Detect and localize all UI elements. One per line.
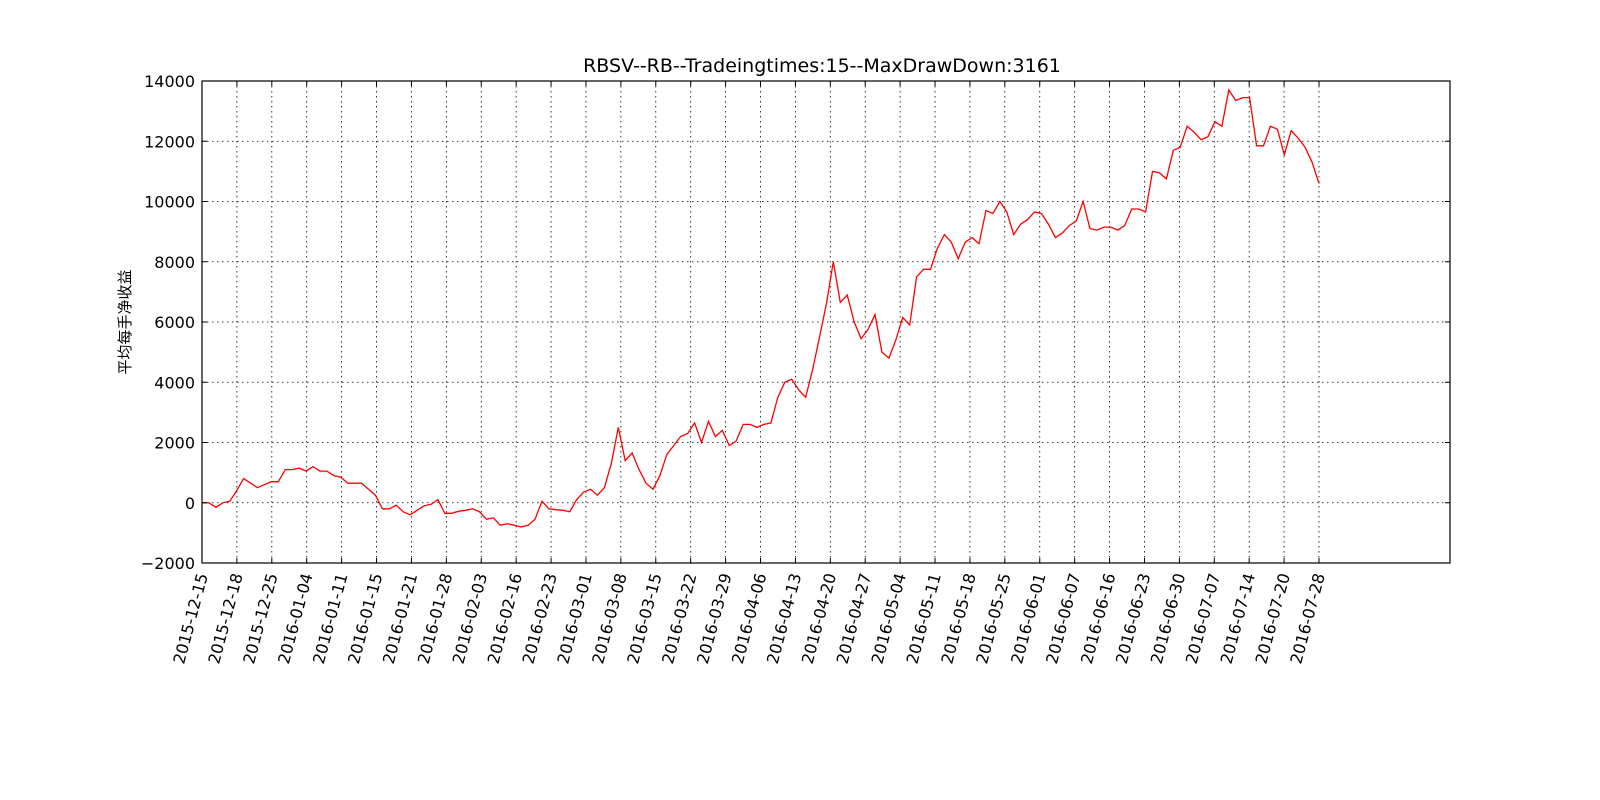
y-tick-label: 6000	[154, 313, 195, 332]
y-tick-label: −2000	[141, 554, 195, 573]
y-tick-label: 0	[185, 494, 195, 513]
series-line	[202, 88, 1320, 528]
chart-title: RBSV--RB--Tradeingtimes:15--MaxDrawDown:…	[583, 55, 1061, 77]
plot-lines	[202, 88, 1320, 528]
y-tick-label: 10000	[144, 193, 195, 212]
y-tick-label: 2000	[154, 434, 195, 453]
grid-lines	[202, 81, 1450, 563]
y-tick-label: 4000	[154, 373, 195, 392]
y-tick-label: 8000	[154, 253, 195, 272]
y-axis-ticks: −2000 0 2000 4000 6000 8000 10000 12000 14000	[141, 72, 1450, 573]
y-tick-label: 14000	[144, 72, 195, 91]
y-axis-label: 平均每手净收益	[116, 269, 134, 374]
y-tick-label: 12000	[144, 132, 195, 151]
